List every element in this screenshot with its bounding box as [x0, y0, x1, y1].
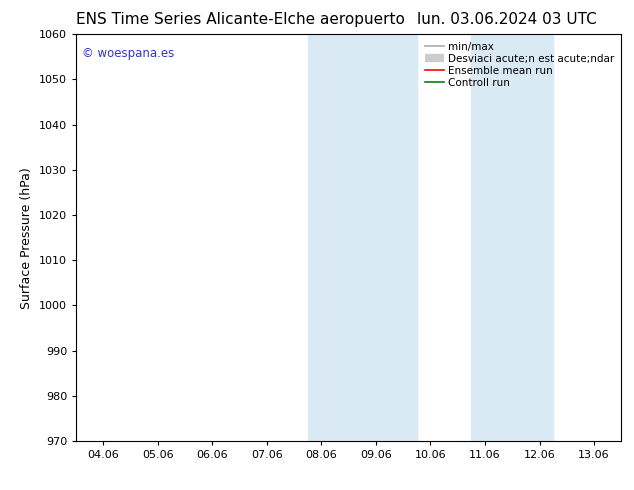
- Text: lun. 03.06.2024 03 UTC: lun. 03.06.2024 03 UTC: [417, 12, 597, 27]
- Text: © woespana.es: © woespana.es: [82, 47, 174, 59]
- Bar: [471, 34, 553, 441]
- Legend: min/max, Desviaci acute;n est acute;ndar, Ensemble mean run, Controll run: min/max, Desviaci acute;n est acute;ndar…: [421, 37, 618, 92]
- Text: ENS Time Series Alicante-Elche aeropuerto: ENS Time Series Alicante-Elche aeropuert…: [77, 12, 405, 27]
- Y-axis label: Surface Pressure (hPa): Surface Pressure (hPa): [20, 167, 34, 309]
- Bar: [307, 34, 417, 441]
